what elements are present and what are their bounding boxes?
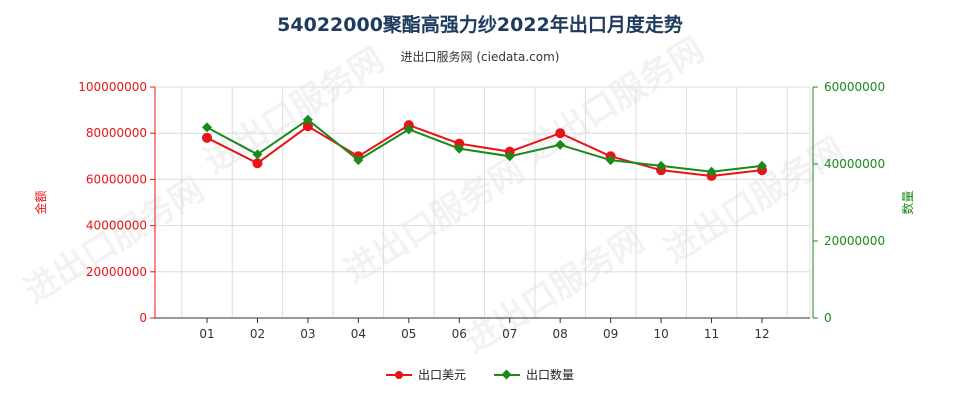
data-point-export-quantity <box>757 160 767 171</box>
x-axis-tick-label: 11 <box>704 327 719 341</box>
data-point-export-usd <box>302 121 313 132</box>
data-point-export-quantity <box>706 166 717 177</box>
x-axis-tick-label: 02 <box>250 327 265 341</box>
data-point-export-usd <box>454 138 465 149</box>
data-point-export-quantity <box>202 122 212 133</box>
data-point-export-usd <box>202 132 212 143</box>
data-point-export-quantity <box>555 139 566 150</box>
right-axis-tick-label: 0 <box>824 311 832 325</box>
data-point-export-usd <box>555 128 566 139</box>
watermark-text: 进出口服务网 <box>517 30 711 172</box>
x-axis-tick-label: 08 <box>553 327 568 341</box>
right-axis-tick-label: 40000000 <box>824 157 885 171</box>
legend-label-export-usd: 出口美元 <box>417 368 466 382</box>
chart-title: 54022000聚酯高强力纱2022年出口月度走势 <box>277 14 683 36</box>
series-line-export-quantity <box>206 118 763 173</box>
right-axis-tick-label: 60000000 <box>824 80 885 94</box>
data-point-export-quantity <box>504 151 515 162</box>
x-axis-tick-label: 06 <box>452 327 467 341</box>
right-axis-tick-label: 20000000 <box>824 234 885 248</box>
legend-label-export-quantity: 出口数量 <box>526 368 575 382</box>
legend-swatch-export-usd <box>385 369 412 381</box>
chart-subtitle: 进出口服务网 (ciedata.com) <box>400 50 560 64</box>
left-axis-label: 金额 <box>33 190 48 214</box>
x-axis-tick-label: 09 <box>603 327 618 341</box>
left-axis-tick-label: 20000000 <box>86 265 147 279</box>
legend-swatch-export-quantity <box>494 369 520 381</box>
x-axis-tick-label: 05 <box>401 327 416 341</box>
left-axis-tick-label: 40000000 <box>86 219 147 233</box>
data-point-export-quantity <box>454 143 465 154</box>
legend-item-export-quantity[interactable]: 出口数量 <box>494 366 574 383</box>
series-line-export-usd <box>206 124 763 177</box>
x-axis-tick-label: 03 <box>300 327 315 341</box>
data-point-export-quantity <box>353 155 364 166</box>
data-point-export-quantity <box>605 155 616 166</box>
left-axis-tick-label: 100000000 <box>78 80 147 94</box>
data-point-export-quantity <box>403 124 414 135</box>
axis-layer: 0 20000000 40000000 60000000 80000000 1000000… <box>33 80 915 341</box>
grid-layer <box>155 86 811 319</box>
x-axis-tick-label: 10 <box>653 327 668 341</box>
x-axis-tick-label: 07 <box>502 327 517 341</box>
x-axis-tick-label: 12 <box>754 327 769 341</box>
data-point-export-usd <box>252 158 263 169</box>
data-point-export-quantity <box>656 160 667 171</box>
x-axis-tick-label: 01 <box>199 327 214 341</box>
left-axis-tick-label: 60000000 <box>86 172 147 186</box>
series-layer <box>202 114 767 181</box>
data-point-export-quantity <box>302 114 313 125</box>
left-axis-tick-label: 0 <box>139 311 147 325</box>
data-point-export-quantity <box>252 149 263 160</box>
legend-item-export-usd[interactable]: 出口美元 <box>385 366 466 383</box>
left-axis-tick-label: 80000000 <box>86 126 147 140</box>
x-axis-tick-label: 04 <box>351 327 366 341</box>
right-axis-label: 数量 <box>900 190 915 214</box>
legend: 出口美元 出口数量 <box>0 366 960 383</box>
